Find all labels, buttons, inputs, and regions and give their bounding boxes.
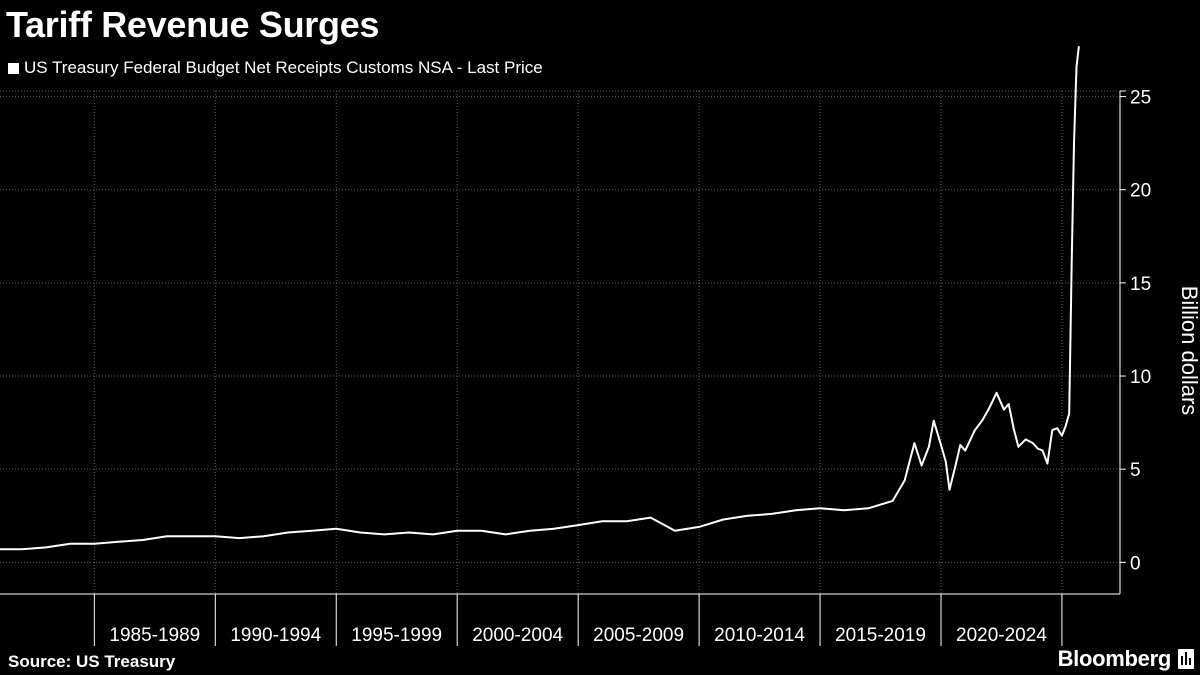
legend-swatch-icon [8,62,19,74]
x-tick-label: 1985-1989 [109,625,200,646]
y-tick-label: 10 [1130,367,1151,388]
x-tick-label: 2000-2004 [472,625,563,646]
y-axis-label: Billion dollars [1177,286,1200,416]
x-tick-label: 2005-2009 [593,625,684,646]
series-layer [0,46,1080,551]
legend-entry-label: US Treasury Federal Budget Net Receipts … [24,58,543,77]
x-tick-label: 2020-2024 [956,625,1047,646]
x-tick-label: 1990-1994 [230,625,321,646]
grid-layer [0,90,1120,594]
y-tick-label: 25 [1130,88,1151,109]
brand: Bloomberg [1058,646,1194,672]
bloomberg-terminal-icon [1178,649,1194,669]
y-tick-label: 0 [1130,553,1141,574]
y-tick-label: 15 [1130,274,1151,295]
x-tick-label: 2015-2019 [835,625,926,646]
x-tick-label: 1995-1999 [351,625,442,646]
series-line [0,46,1080,551]
y-tick-label: 5 [1130,460,1141,481]
brand-name: Bloomberg [1057,646,1172,671]
chart-title: Tariff Revenue Surges [6,4,380,45]
axis-layer: 0 5 10 15 20 25 1985-1989 1990-1994 1995-1999 200… [0,88,1151,646]
legend: US Treasury Federal Budget Net Receipts … [8,58,543,78]
source-note: Source: US Treasury [8,652,176,671]
x-tick-label: 2010-2014 [714,625,805,646]
y-tick-label: 20 [1130,181,1151,202]
